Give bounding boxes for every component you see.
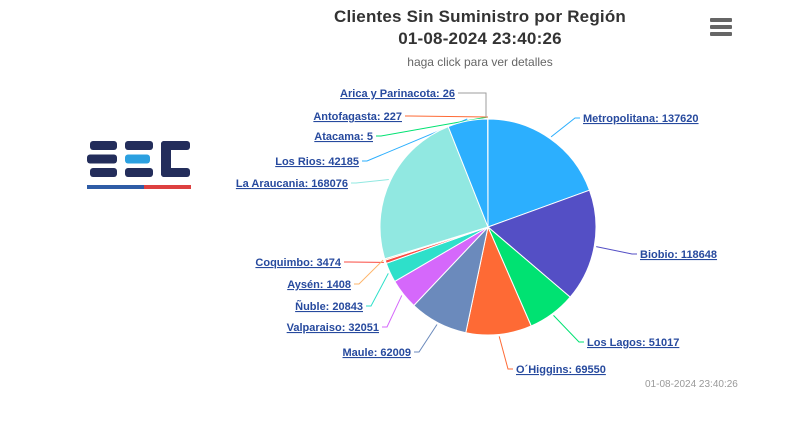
sec-logo [87,141,191,193]
slice-labels: Metropolitana: 137620 Biobio: 118648 Los L… [236,88,717,376]
hamburger-menu-icon [710,18,732,22]
label-connector-arica-y-parinacota [458,92,487,117]
slice-label-la-araucania[interactable]: La Araucania: 168076 [236,178,348,190]
context-menu-button[interactable] [708,16,734,38]
chart-timestamp: 01-08-2024 23:40:26 [645,379,738,390]
label-connector-antofagasta [405,115,488,118]
slice-label-atacama[interactable]: Atacama: 5 [314,131,373,143]
sec-logo-letter-c [161,168,190,177]
pie-slices [379,118,597,336]
slice-label-biobio[interactable]: Biobio: 118648 [640,249,717,261]
label-connectors [344,92,637,370]
sec-logo-letter-e-mid [125,154,150,164]
sec-logo-letter-e [125,168,153,177]
slice-label-coquimbo[interactable]: Coquimbo: 3474 [255,257,341,269]
slice-label-los-rios[interactable]: Los Rios: 42185 [275,156,359,168]
label-connector-biobio [596,246,637,255]
slice-label-antofagasta[interactable]: Antofagasta: 227 [313,111,402,123]
sec-logo-letter-s [90,141,117,150]
sec-logo-letter-s [90,168,117,177]
slice-label-metropolitana[interactable]: Metropolitana: 137620 [583,113,699,125]
label-connector-valparaiso [382,295,403,328]
label-connector-o-higgins [498,336,513,370]
sec-logo-letter-e [125,141,153,150]
slice-label-maule[interactable]: Maule: 62009 [343,347,411,359]
sec-logo-letter-s [87,154,117,164]
hamburger-menu-icon [710,32,732,36]
label-connector-la-araucania [351,179,389,184]
hamburger-menu-icon [710,25,732,29]
slice-label-arica-y-parinacota[interactable]: Arica y Parinacota: 26 [340,88,455,100]
label-connector-metropolitana [550,117,580,138]
sec-logo-image [87,141,191,189]
slice-label-valparaiso[interactable]: Valparaiso: 32051 [287,322,379,334]
label-connector-los-lagos [553,315,584,343]
slice-label-los-lagos[interactable]: Los Lagos: 51017 [587,337,679,349]
sec-logo-letter-c [161,141,190,150]
label-connector-n-uble [366,273,389,307]
slice-label-n-uble[interactable]: Ñuble: 20843 [295,300,363,313]
label-connector-maule [414,324,438,353]
slice-label-aysen[interactable]: Aysén: 1408 [287,279,351,291]
slice-label-o-higgins[interactable]: O´Higgins: 69550 [516,364,606,376]
sec-logo-underline-blue [87,185,144,189]
sec-logo-underline-red [144,185,191,189]
pie-slice-biobio[interactable] [487,189,597,298]
pie-slice-metropolitana[interactable] [487,118,590,228]
label-connector-atacama [376,116,488,137]
label-connector-aysen [354,259,384,285]
